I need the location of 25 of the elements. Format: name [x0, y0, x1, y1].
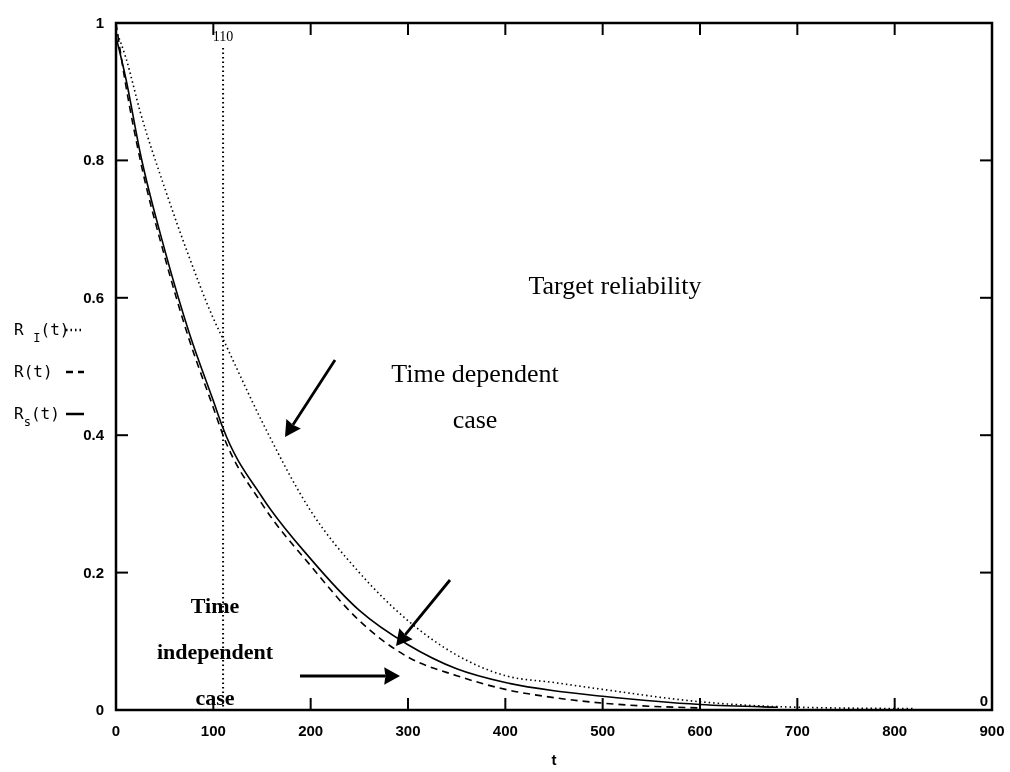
x-tick-label: 100 — [200, 722, 226, 739]
x-tick-label: 0 — [111, 722, 121, 739]
annotation: Time dependent case — [391, 359, 560, 434]
annotation: 0 — [979, 692, 989, 709]
annotation: Target reliability — [528, 271, 702, 300]
y-tick-label: 0.4 — [83, 426, 105, 444]
x-tick-label: 500 — [590, 722, 616, 739]
annotation: Time independent case — [156, 593, 274, 710]
x-tick-label: 400 — [492, 722, 518, 739]
y-tick-label: 0 — [95, 701, 104, 718]
x-tick-label: 800 — [882, 722, 908, 739]
legend-label: R(t) — [14, 362, 53, 381]
x-tick-label: 600 — [687, 722, 713, 739]
x-tick-label: 700 — [784, 722, 810, 739]
y-tick-label: 0.2 — [83, 563, 104, 581]
legend-label: R$_{s}$(t) — [14, 404, 60, 429]
ref-line-label: 110 — [212, 29, 234, 44]
y-tick-label: 0.8 — [83, 151, 104, 169]
y-tick-label: 0.6 — [83, 288, 104, 306]
legend-label: R $_{I}$(t) — [14, 320, 70, 345]
y-tick-label: 1 — [95, 14, 104, 31]
x-axis-title: t — [551, 751, 557, 768]
x-tick-label: 200 — [298, 722, 324, 739]
x-tick-label: 300 — [395, 722, 421, 739]
x-tick-label: 900 — [979, 722, 1005, 739]
